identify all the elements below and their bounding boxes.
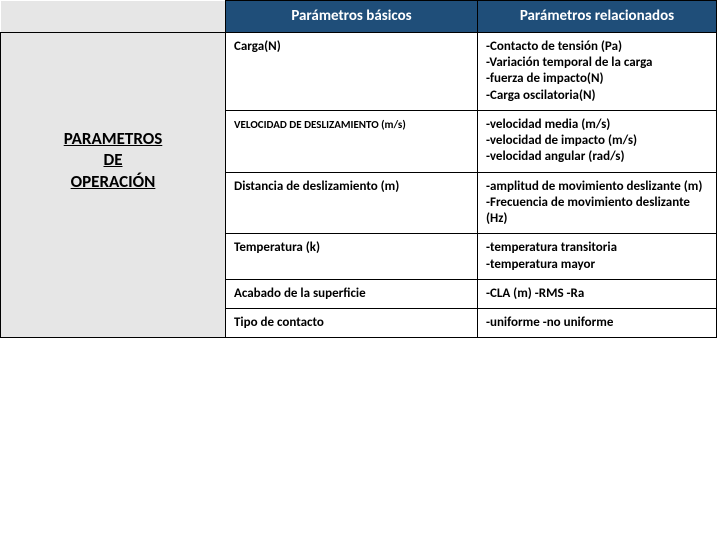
related-line: -velocidad de impacto (m/s) (486, 133, 708, 149)
table-row: PARAMETROS DE OPERACIÓN Carga(N) -Contac… (1, 32, 717, 110)
related-line: -Contacto de tensión (Pa) (486, 39, 708, 55)
related-line: -CLA (m) -RMS -Ra (486, 286, 708, 302)
related-line: -temperatura transitoria (486, 240, 708, 256)
related-line: -uniforme -no uniforme (486, 315, 708, 331)
basic-text: Tipo de contacto (234, 315, 324, 330)
related-line: -fuerza de impacto(N) (486, 71, 708, 87)
left-word-3: OPERACIÓN (1, 171, 225, 192)
basic-text: VELOCIDAD DE DESLIZAMIENTO (m/s) (234, 118, 406, 131)
left-title-cell: PARAMETROS DE OPERACIÓN (1, 32, 226, 338)
related-line: -Frecuencia de movimiento deslizante (Hz… (486, 195, 708, 228)
related-line: -amplitud de movimiento deslizante (m) (486, 179, 708, 195)
related-cell: -temperatura transitoria-temperatura may… (478, 234, 717, 280)
basic-cell: VELOCIDAD DE DESLIZAMIENTO (m/s) (226, 110, 478, 172)
related-line: -velocidad media (m/s) (486, 117, 708, 133)
related-line: -Variación temporal de la carga (486, 55, 708, 71)
basic-cell: Acabado de la superficie (226, 279, 478, 308)
parameters-table: Parámetros básicos Parámetros relacionad… (0, 0, 717, 338)
basic-text: Carga(N) (234, 39, 281, 54)
basic-cell: Distancia de deslizamiento (m) (226, 172, 478, 234)
related-cell: -Contacto de tensión (Pa)-Variación temp… (478, 32, 717, 110)
related-line: -temperatura mayor (486, 257, 708, 273)
basic-cell: Carga(N) (226, 32, 478, 110)
related-cell: -velocidad media (m/s)-velocidad de impa… (478, 110, 717, 172)
header-row: Parámetros básicos Parámetros relacionad… (1, 1, 717, 33)
related-cell: -uniforme -no uniforme (478, 309, 717, 338)
related-cell: -amplitud de movimiento deslizante (m)-F… (478, 172, 717, 234)
related-cell: -CLA (m) -RMS -Ra (478, 279, 717, 308)
basic-text: Distancia de deslizamiento (m) (234, 179, 399, 194)
header-blank (1, 1, 226, 33)
related-line: -Carga oscilatoria(N) (486, 88, 708, 104)
header-related: Parámetros relacionados (478, 1, 717, 33)
basic-cell: Tipo de contacto (226, 309, 478, 338)
header-basic: Parámetros básicos (226, 1, 478, 33)
left-word-2: DE (1, 149, 225, 170)
basic-text: Acabado de la superficie (234, 286, 366, 301)
basic-cell: Temperatura (k) (226, 234, 478, 280)
basic-text: Temperatura (k) (234, 240, 320, 255)
left-word-1: PARAMETROS (1, 128, 225, 149)
related-line: -velocidad angular (rad/s) (486, 149, 708, 165)
